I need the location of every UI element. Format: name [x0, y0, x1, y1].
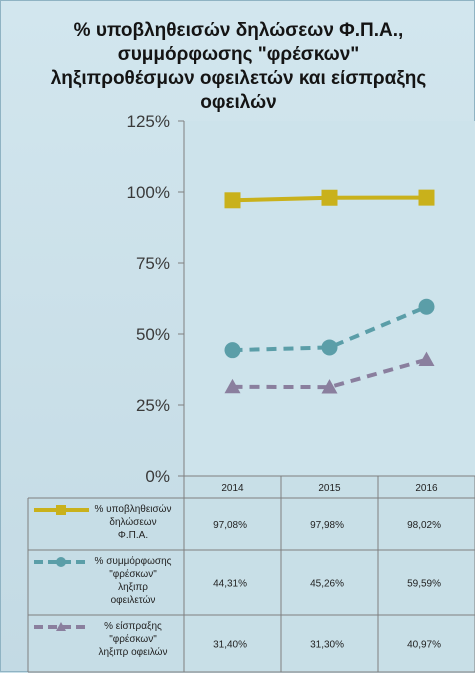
data-table-value: 97,08% [213, 520, 247, 531]
data-table-value: 40,97% [407, 640, 441, 651]
data-point [418, 298, 435, 315]
chart-title: % υποβληθεισών δηλώσεων Φ.Π.Α., συμμόρφω… [50, 20, 427, 113]
legend-column [28, 498, 184, 672]
y-tick-label: 100% [127, 183, 170, 202]
category-label: 2014 [221, 483, 244, 494]
data-table-value: 97,98% [310, 520, 344, 531]
data-point [418, 351, 435, 367]
y-tick-label: 125% [127, 112, 170, 131]
data-table-value: 59,59% [407, 579, 441, 590]
legend-series-name: % συμμόρφωσης [95, 555, 172, 567]
legend-series-name: "φρέσκων" [109, 633, 157, 645]
data-point [224, 378, 241, 394]
data-point [418, 189, 435, 206]
legend-key-marker [56, 557, 66, 567]
plot-area [184, 121, 475, 476]
data-point [224, 192, 241, 209]
table-body [184, 476, 475, 672]
data-table-value: 31,30% [310, 640, 344, 651]
legend-series-name: Φ.Π.Α. [118, 530, 148, 541]
legend-series-name: ληξιπρ οφειλών [98, 646, 167, 658]
data-table-value: 45,26% [310, 579, 344, 590]
legend-series-name: οφειλετών [111, 594, 156, 606]
y-tick-label: 25% [136, 396, 170, 415]
legend-key-marker [56, 505, 66, 515]
data-point [224, 342, 241, 359]
data-point [321, 339, 338, 356]
y-tick-label: 50% [136, 325, 170, 344]
y-tick-label: 75% [136, 254, 170, 273]
data-table-value: 44,31% [213, 579, 247, 590]
data-table-value: 31,40% [213, 640, 247, 651]
category-label: 2016 [415, 483, 438, 494]
legend-series-name: "φρέσκων" [109, 568, 157, 580]
legend-series-name: % είσπραξης [104, 620, 162, 632]
legend-key-marker [56, 622, 66, 631]
y-tick-label: 0% [145, 467, 170, 486]
data-point [321, 379, 338, 394]
legend-series-name: ληξιπρ [118, 582, 148, 593]
category-label: 2015 [318, 483, 341, 494]
data-point [321, 189, 338, 206]
legend-series-name: δηλώσεων [109, 516, 156, 528]
legend-series-name: % υποβληθεισών [95, 503, 172, 515]
data-table-value: 98,02% [407, 520, 441, 531]
